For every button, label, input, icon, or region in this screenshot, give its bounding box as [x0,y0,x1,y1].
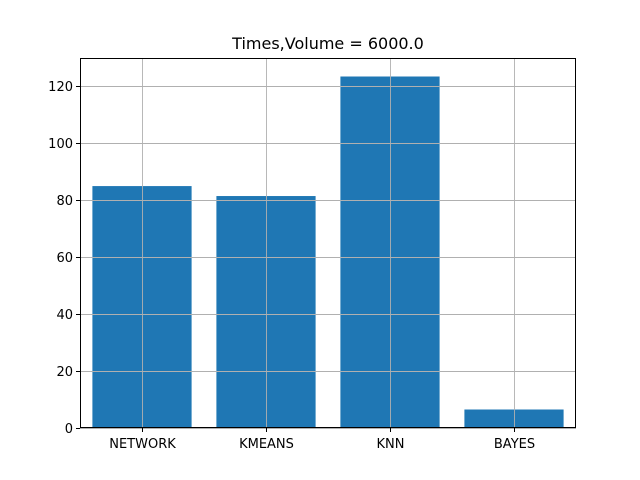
x-tick-label: BAYES [494,437,535,452]
chart-title: Times,Volume = 6000.0 [231,34,424,53]
y-tick-label: 40 [56,308,73,323]
y-tick-label: 120 [48,80,73,95]
bars-layer [92,76,564,428]
bar-knn [340,76,440,428]
y-tick-label: 60 [56,251,73,266]
y-tick-label: 20 [56,365,73,380]
grid-layer [80,58,576,429]
x-tick-label: NETWORK [109,437,176,452]
y-tick-label: 80 [56,194,73,209]
plot-frame [80,58,576,428]
y-tick-label: 0 [65,422,73,437]
bar-kmeans [216,196,316,428]
x-tick-label: KNN [377,437,405,452]
plot-area: 0 20 40 60 80 100 120 NETWORK KMEANS KNN BAYES [48,58,576,452]
x-tick-label: KMEANS [239,437,294,452]
bar-network [92,186,192,428]
ticks-layer: 0 20 40 60 80 100 120 NETWORK KMEANS KNN BAYES [48,80,535,452]
y-tick-label: 100 [48,137,73,152]
bar-bayes [464,409,564,428]
